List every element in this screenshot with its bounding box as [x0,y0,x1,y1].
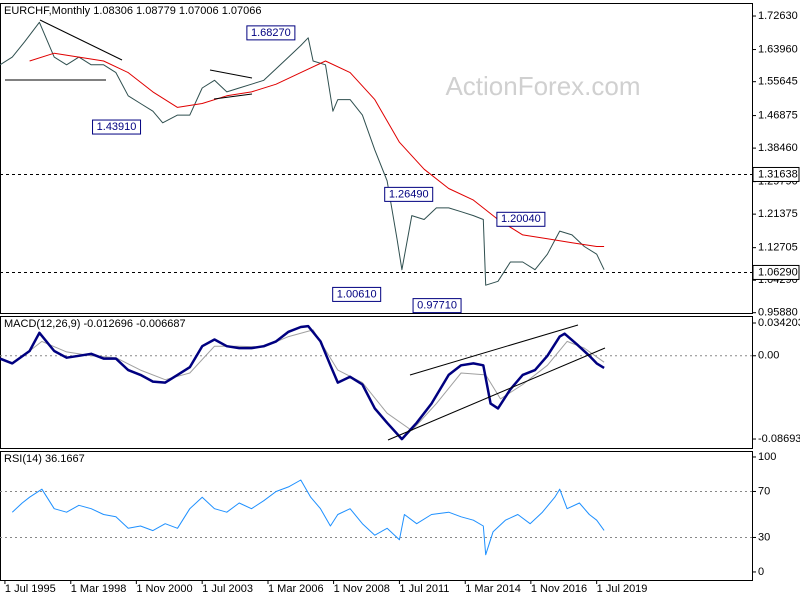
y-tick-label: 70 [758,485,770,497]
y-tick-label: 1.46875 [758,109,798,121]
annotation-box [246,25,296,41]
y-tick-label: 1.38460 [758,142,798,154]
y-tick-label: 0 [758,566,764,578]
y-tick-label: 0.00 [758,350,779,362]
y-tick-label: 30 [758,531,770,543]
x-tick-label: 1 Nov 2000 [136,583,192,595]
series-line [29,52,605,247]
y-tick-label: 0.034203 [758,317,800,329]
y-tick-label: 1.55645 [758,76,798,88]
y-tick-label: 1.12705 [758,242,798,254]
trendline [39,19,123,61]
x-tick-label: 1 Mar 2006 [268,583,324,595]
trendlines [5,19,606,441]
level-label-box [752,166,800,182]
panel-title: RSI(14) 36.1667 [4,453,85,465]
annotation-label: 1.68270 [251,27,291,39]
panel [0,451,753,581]
trendline [209,69,253,79]
x-tick-label: 1 Nov 2016 [531,583,587,595]
x-tick-label: 1 Jul 2019 [597,583,648,595]
panel [0,316,753,449]
y-tick-label: 1.72630 [758,10,798,22]
x-tick-label: 1 Mar 1998 [71,583,127,595]
trendline [409,324,579,376]
series-line [11,479,605,556]
panel-title: MACD(12,26,9) -0.012696 -0.006687 [4,318,186,330]
watermark: ActionForex.com [445,71,640,101]
trendline [387,347,606,441]
x-tick-label: 1 Mar 2014 [465,583,521,595]
y-tick-label: 100 [758,451,776,463]
annotation-box [332,286,382,302]
annotation-label: 1.26490 [389,188,429,200]
panel-title: EURCHF,Monthly 1.08306 1.08779 1.07006 1… [4,5,261,17]
x-tick-label: 1 Jul 2011 [399,583,449,595]
panel [0,3,753,314]
x-tick-label: 1 Nov 2008 [334,583,390,595]
annotation-box [496,211,546,227]
level-label-box [752,264,800,280]
trendline [213,93,253,100]
series-line [16,329,605,431]
series-line [0,21,605,286]
x-tick-label: 1 Jul 1995 [5,583,56,595]
annotation-label: 1.00610 [337,288,377,300]
level-label: 1.06290 [758,266,798,278]
annotation-box [384,186,434,202]
series-line [0,324,605,441]
y-tick-label: -0.086933 [758,433,800,445]
y-tick-label: 1.63960 [758,43,798,55]
annotation-label: 1.43910 [97,121,137,133]
annotation-label: 0.97710 [417,300,457,312]
annotation-label: 1.20040 [501,213,541,225]
y-tick-label: 0.95880 [758,307,798,319]
x-tick-label: 1 Jul 2003 [202,583,253,595]
annotation-box [412,298,462,314]
annotation-box [92,119,142,135]
y-tick-label: 1.21375 [758,208,798,220]
level-label: 1.31638 [758,168,798,180]
